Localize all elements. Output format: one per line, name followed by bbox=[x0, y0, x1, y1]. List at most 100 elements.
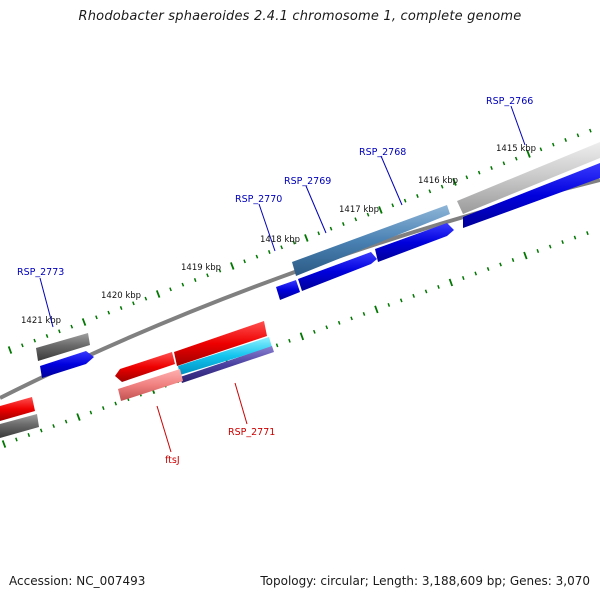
kbp-label-1417: 1417 kbp bbox=[339, 205, 379, 215]
inner-ring-tick bbox=[561, 240, 564, 245]
outer-ring-tick bbox=[107, 310, 111, 315]
label-rsp-2769[interactable]: RSP_2769 bbox=[284, 176, 331, 187]
gene-rsp-2768-cds[interactable] bbox=[292, 205, 450, 276]
leader-rsp-2771 bbox=[234, 382, 248, 425]
gene-rsp-2770[interactable] bbox=[276, 280, 300, 300]
inner-ring-tick bbox=[536, 249, 540, 253]
label-ftsj[interactable]: ftsJ bbox=[165, 455, 180, 466]
outer-ring-tick bbox=[119, 306, 123, 310]
label-rsp-2768[interactable]: RSP_2768 bbox=[359, 147, 406, 158]
outer-ring-tick bbox=[155, 290, 161, 298]
gene-rsp-2771-cds[interactable] bbox=[180, 346, 274, 383]
inner-ring-tick bbox=[101, 406, 105, 411]
outer-ring-tick bbox=[341, 222, 345, 226]
genome-stats-text: Topology: circular; Length: 3,188,609 bp… bbox=[260, 574, 590, 588]
inner-ring-tick bbox=[52, 424, 55, 428]
outer-ring-tick bbox=[206, 273, 209, 278]
inner-ring-tick bbox=[288, 338, 291, 343]
gene-left-gray[interactable] bbox=[0, 414, 39, 438]
inner-ring-tick bbox=[412, 293, 416, 298]
outer-ring-tick bbox=[20, 343, 24, 348]
inner-ring-tick bbox=[39, 428, 43, 433]
kbp-label-1419: 1419 kbp bbox=[181, 263, 221, 273]
outer-ring-tick bbox=[193, 278, 197, 282]
label-rsp-2770[interactable]: RSP_2770 bbox=[235, 194, 282, 205]
gene-rsp-2773[interactable] bbox=[40, 351, 94, 378]
kbp-label-1418: 1418 kbp bbox=[260, 235, 300, 245]
outer-ring-tick bbox=[70, 324, 74, 329]
gene-rsp-2766[interactable] bbox=[463, 163, 600, 228]
outer-ring-tick bbox=[169, 287, 172, 292]
outer-tick-ring bbox=[7, 128, 592, 354]
inner-ring-tick bbox=[114, 401, 118, 406]
chromosome-backbone bbox=[0, 178, 600, 400]
inner-ring-tick bbox=[424, 289, 428, 294]
outer-ring-tick bbox=[465, 175, 469, 180]
leader-rsp-2769 bbox=[305, 185, 327, 234]
inner-ring-tick bbox=[586, 231, 589, 236]
leader-rsp-2773 bbox=[39, 277, 54, 328]
gene-rsp-2773-cds[interactable] bbox=[36, 333, 90, 361]
label-rsp-2766[interactable]: RSP_2766 bbox=[486, 96, 533, 107]
label-rsp-2773[interactable]: RSP_2773 bbox=[17, 267, 64, 278]
inner-ring-tick bbox=[461, 276, 465, 280]
outer-ring-tick bbox=[502, 161, 506, 166]
inner-ring-tick bbox=[387, 302, 391, 307]
inner-ring-tick bbox=[374, 305, 379, 314]
outer-ring-tick bbox=[304, 234, 309, 242]
outer-ring-tick bbox=[292, 240, 296, 245]
inner-ring-tick bbox=[27, 433, 31, 437]
outer-ring-tick bbox=[589, 128, 592, 133]
map-title: Rhodobacter sphaeroides 2.4.1 chromosome… bbox=[78, 9, 522, 24]
kbp-label-1416: 1416 kbp bbox=[418, 176, 458, 186]
inner-ring-tick bbox=[474, 271, 478, 276]
outer-ring-tick bbox=[230, 262, 235, 270]
outer-ring-tick bbox=[354, 217, 358, 222]
outer-ring-tick bbox=[551, 142, 555, 147]
outer-ring-tick bbox=[526, 150, 531, 158]
outer-ring-tick bbox=[243, 259, 246, 264]
gene-rsp-2771[interactable] bbox=[178, 337, 272, 375]
accession-text: Accession: NC_007493 bbox=[9, 574, 146, 588]
outer-ring-tick bbox=[428, 189, 432, 194]
inner-ring-tick bbox=[275, 343, 279, 348]
outer-ring-tick bbox=[280, 245, 284, 250]
outer-ring-tick bbox=[452, 178, 457, 186]
kbp-label-1420: 1420 kbp bbox=[101, 291, 141, 301]
kbp-label-1415: 1415 kbp bbox=[496, 144, 536, 154]
inner-ring-tick bbox=[399, 298, 403, 303]
gene-rsp-2769[interactable] bbox=[298, 252, 377, 291]
outer-ring-tick bbox=[7, 346, 13, 354]
gene-rsp-2766-cds[interactable] bbox=[457, 142, 600, 214]
outer-ring-tick bbox=[132, 301, 135, 306]
outer-ring-tick bbox=[329, 226, 333, 231]
gene-ftsj-partner[interactable] bbox=[174, 321, 267, 366]
inner-ring-tick bbox=[64, 419, 68, 424]
inner-ring-tick bbox=[362, 311, 366, 316]
outer-ring-tick bbox=[440, 184, 444, 189]
gene-ftsj-cds[interactable] bbox=[118, 369, 183, 401]
inner-ring-tick bbox=[548, 244, 552, 249]
outer-ring-tick bbox=[490, 166, 493, 170]
outer-ring-tick bbox=[403, 198, 407, 203]
outer-ring-tick bbox=[95, 315, 98, 320]
outer-ring-tick bbox=[391, 203, 395, 208]
gene-left-red[interactable] bbox=[0, 397, 35, 421]
inner-ring-tick bbox=[486, 267, 490, 271]
outer-ring-tick bbox=[181, 282, 185, 287]
gene-ftsj-arrow[interactable] bbox=[115, 352, 175, 382]
inner-ring-tick bbox=[325, 325, 329, 330]
gene-rsp-2768[interactable] bbox=[375, 223, 454, 262]
outer-ring-tick bbox=[416, 194, 419, 198]
outer-ring-tick bbox=[255, 254, 259, 259]
outer-ring-tick bbox=[144, 296, 148, 301]
inner-ring-tick bbox=[312, 329, 316, 334]
outer-ring-tick bbox=[378, 206, 383, 214]
outer-ring-tick bbox=[477, 170, 481, 175]
inner-ring-tick bbox=[350, 316, 353, 321]
label-rsp-2771[interactable]: RSP_2771 bbox=[228, 427, 275, 438]
outer-ring-tick bbox=[58, 329, 61, 334]
leader-rsp-2770 bbox=[258, 203, 276, 252]
